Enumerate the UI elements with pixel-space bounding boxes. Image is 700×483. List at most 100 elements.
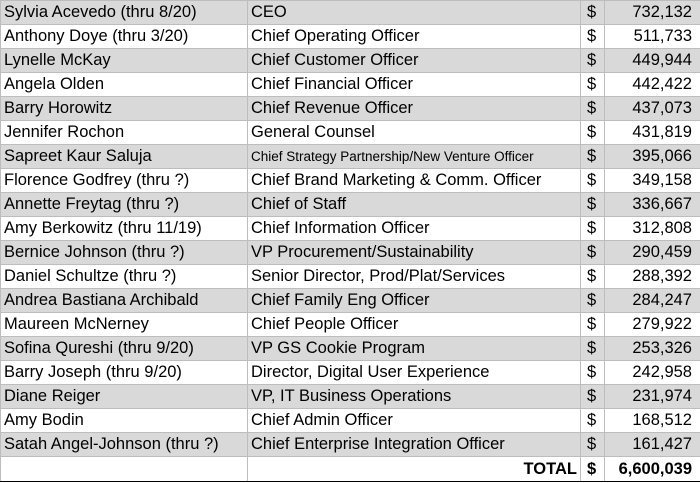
total-empty-cell [0, 456, 248, 482]
table-row: Sylvia Acevedo (thru 8/20) CEO $ 732,132 [0, 0, 700, 25]
title-cell: Chief Family Eng Officer [247, 288, 581, 313]
amount-cell: 349,158 [604, 168, 700, 193]
title-cell: Chief of Staff [247, 192, 581, 217]
title-cell: Chief Brand Marketing & Comm. Officer [247, 168, 581, 193]
name-cell: Maureen McNerney [0, 312, 248, 337]
name-cell: Sapreet Kaur Saluja [0, 144, 248, 169]
amount-cell: 284,247 [604, 288, 700, 313]
amount-cell: 168,512 [604, 408, 700, 433]
name-cell: Amy Berkowitz (thru 11/19) [0, 216, 248, 241]
title-cell: Chief Information Officer [247, 216, 581, 241]
name-cell: Barry Joseph (thru 9/20) [0, 360, 248, 385]
name-cell: Andrea Bastiana Archibald [0, 288, 248, 313]
title-cell: Chief Enterprise Integration Officer [247, 432, 581, 457]
amount-cell: 279,922 [604, 312, 700, 337]
currency-cell: $ [580, 216, 605, 241]
table-row: Jennifer Rochon General Counsel $ 431,81… [0, 120, 700, 145]
currency-cell: $ [580, 72, 605, 97]
currency-cell: $ [580, 360, 605, 385]
name-cell: Angela Olden [0, 72, 248, 97]
table-row: Lynelle McKay Chief Customer Officer $ 4… [0, 48, 700, 73]
table-row: Angela Olden Chief Financial Officer $ 4… [0, 72, 700, 97]
table-row: Daniel Schultze (thru ?) Senior Director… [0, 264, 700, 289]
name-cell: Florence Godfrey (thru ?) [0, 168, 248, 193]
title-cell: Director, Digital User Experience [247, 360, 581, 385]
currency-cell: $ [580, 24, 605, 49]
amount-cell: 290,459 [604, 240, 700, 265]
total-amount: 6,600,039 [604, 456, 700, 482]
currency-cell: $ [580, 48, 605, 73]
amount-cell: 242,958 [604, 360, 700, 385]
amount-cell: 161,427 [604, 432, 700, 457]
table-row: Sapreet Kaur Saluja Chief Strategy Partn… [0, 144, 700, 169]
currency-cell: $ [580, 192, 605, 217]
name-cell: Anthony Doye (thru 3/20) [0, 24, 248, 49]
title-cell: Senior Director, Prod/Plat/Services [247, 264, 581, 289]
title-cell: Chief People Officer [247, 312, 581, 337]
name-cell: Jennifer Rochon [0, 120, 248, 145]
currency-cell: $ [580, 264, 605, 289]
name-cell: Lynelle McKay [0, 48, 248, 73]
table-row: Andrea Bastiana Archibald Chief Family E… [0, 288, 700, 313]
currency-cell: $ [580, 96, 605, 121]
amount-cell: 449,944 [604, 48, 700, 73]
name-cell: Barry Horowitz [0, 96, 248, 121]
currency-cell: $ [580, 384, 605, 409]
amount-cell: 732,132 [604, 0, 700, 25]
amount-cell: 395,066 [604, 144, 700, 169]
title-cell: Chief Revenue Officer [247, 96, 581, 121]
name-cell: Sofina Qureshi (thru 9/20) [0, 336, 248, 361]
table-row: Maureen McNerney Chief People Officer $ … [0, 312, 700, 337]
table-row: Diane Reiger VP, IT Business Operations … [0, 384, 700, 409]
table-row: Florence Godfrey (thru ?) Chief Brand Ma… [0, 168, 700, 193]
table-row: Barry Horowitz Chief Revenue Officer $ 4… [0, 96, 700, 121]
total-label: TOTAL [247, 456, 581, 482]
currency-cell: $ [580, 288, 605, 313]
total-row: TOTAL $ 6,600,039 [0, 456, 700, 482]
table-row: Annette Freytag (thru ?) Chief of Staff … [0, 192, 700, 217]
table-row: Amy Berkowitz (thru 11/19) Chief Informa… [0, 216, 700, 241]
title-cell: Chief Customer Officer [247, 48, 581, 73]
table-row: Amy Bodin Chief Admin Officer $ 168,512 [0, 408, 700, 433]
total-currency: $ [580, 456, 605, 482]
name-cell: Sylvia Acevedo (thru 8/20) [0, 0, 248, 25]
table-row: Bernice Johnson (thru ?) VP Procurement/… [0, 240, 700, 265]
name-cell: Annette Freytag (thru ?) [0, 192, 248, 217]
amount-cell: 231,974 [604, 384, 700, 409]
amount-cell: 312,808 [604, 216, 700, 241]
amount-cell: 511,733 [604, 24, 700, 49]
currency-cell: $ [580, 432, 605, 457]
name-cell: Amy Bodin [0, 408, 248, 433]
currency-cell: $ [580, 168, 605, 193]
name-cell: Diane Reiger [0, 384, 248, 409]
table-row: Sofina Qureshi (thru 9/20) VP GS Cookie … [0, 336, 700, 361]
amount-cell: 336,667 [604, 192, 700, 217]
title-cell: Chief Financial Officer [247, 72, 581, 97]
title-cell: VP GS Cookie Program [247, 336, 581, 361]
currency-cell: $ [580, 312, 605, 337]
table-row: Satah Angel-Johnson (thru ?) Chief Enter… [0, 432, 700, 457]
currency-cell: $ [580, 240, 605, 265]
amount-cell: 253,326 [604, 336, 700, 361]
currency-cell: $ [580, 336, 605, 361]
title-cell: VP Procurement/Sustainability [247, 240, 581, 265]
title-cell: Chief Strategy Partnership/New Venture O… [247, 144, 581, 169]
name-cell: Bernice Johnson (thru ?) [0, 240, 248, 265]
title-cell: Chief Operating Officer [247, 24, 581, 49]
title-cell: General Counsel [247, 120, 581, 145]
table-row: Barry Joseph (thru 9/20) Director, Digit… [0, 360, 700, 385]
currency-cell: $ [580, 120, 605, 145]
currency-cell: $ [580, 144, 605, 169]
amount-cell: 437,073 [604, 96, 700, 121]
currency-cell: $ [580, 408, 605, 433]
name-cell: Daniel Schultze (thru ?) [0, 264, 248, 289]
title-cell: VP, IT Business Operations [247, 384, 581, 409]
name-cell: Satah Angel-Johnson (thru ?) [0, 432, 248, 457]
amount-cell: 431,819 [604, 120, 700, 145]
amount-cell: 442,422 [604, 72, 700, 97]
amount-cell: 288,392 [604, 264, 700, 289]
table-row: Anthony Doye (thru 3/20) Chief Operating… [0, 24, 700, 49]
title-cell: Chief Admin Officer [247, 408, 581, 433]
